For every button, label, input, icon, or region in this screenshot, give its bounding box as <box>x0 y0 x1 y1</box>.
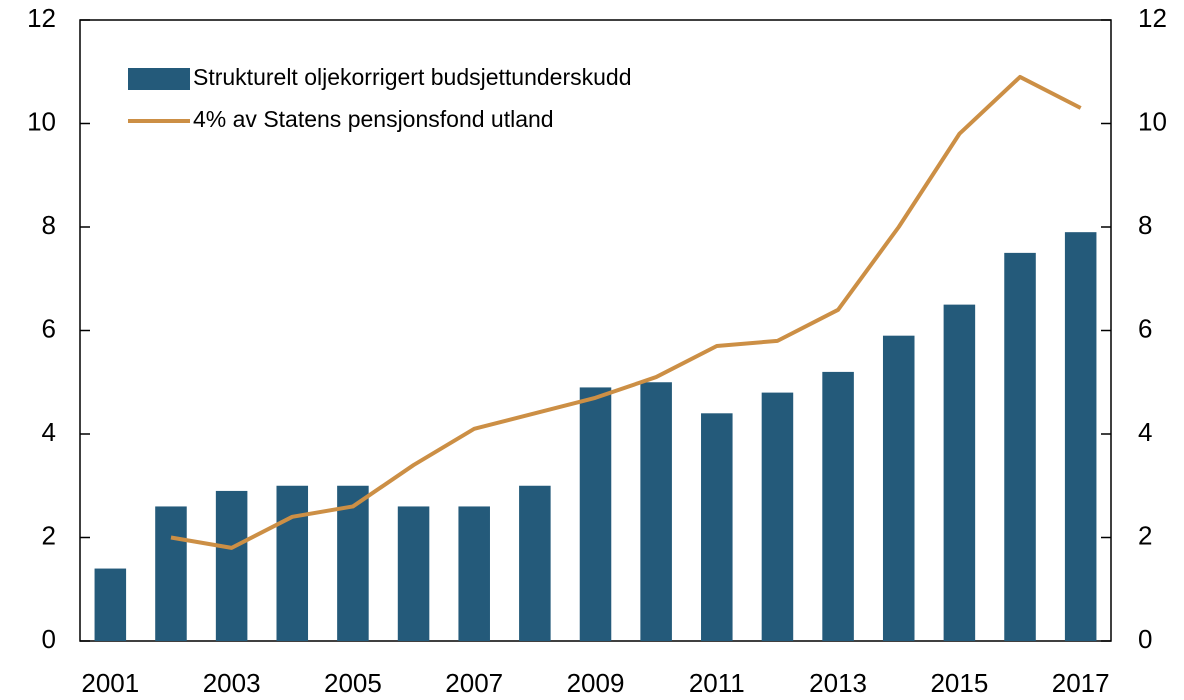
y-tick-label: 0 <box>42 624 56 654</box>
y2-tick-label: 8 <box>1138 210 1152 240</box>
y-tick-label: 6 <box>42 313 56 343</box>
y2-tick-label: 12 <box>1138 3 1167 33</box>
bar <box>943 304 976 641</box>
bar <box>579 387 612 641</box>
bar <box>640 382 672 641</box>
y-tick-label: 8 <box>42 210 56 240</box>
line <box>170 74 1082 550</box>
legend-swatch <box>128 68 190 90</box>
bar <box>94 568 127 641</box>
y-tick-label: 12 <box>27 3 56 33</box>
bar <box>458 506 490 641</box>
x-tick-label: 2013 <box>809 668 867 698</box>
x-tick-label: 2011 <box>689 668 745 698</box>
bar <box>1004 252 1036 641</box>
x-tick-label: 2009 <box>567 668 625 698</box>
bar <box>155 506 187 641</box>
bar <box>337 485 369 641</box>
x-tick-label: 2005 <box>324 668 382 698</box>
y2-tick-label: 6 <box>1138 313 1152 343</box>
bar <box>701 413 733 641</box>
bar <box>397 506 430 641</box>
legend-label: Strukturelt oljekorrigert budsjettunders… <box>193 64 632 90</box>
x-tick-label: 2015 <box>930 668 988 698</box>
x-tick-label: 2001 <box>81 668 139 698</box>
y2-tick-label: 2 <box>1138 520 1152 550</box>
bar <box>276 485 309 641</box>
y2-tick-label: 4 <box>1138 417 1152 447</box>
legend-label: 4% av Statens pensjonsfond utland <box>193 106 554 132</box>
y2-tick-label: 10 <box>1138 106 1167 136</box>
bar <box>1064 232 1097 642</box>
y-tick-label: 2 <box>42 520 56 550</box>
x-tick-label: 2017 <box>1052 668 1110 698</box>
y-tick-label: 10 <box>27 106 56 136</box>
bar <box>822 371 854 641</box>
y-tick-label: 4 <box>42 417 56 447</box>
bar <box>882 335 915 641</box>
bar <box>761 392 794 641</box>
x-tick-label: 2007 <box>445 668 503 698</box>
x-tick-label: 2003 <box>203 668 261 698</box>
y2-tick-label: 0 <box>1138 624 1152 654</box>
bar <box>215 490 248 641</box>
bar <box>519 485 551 641</box>
